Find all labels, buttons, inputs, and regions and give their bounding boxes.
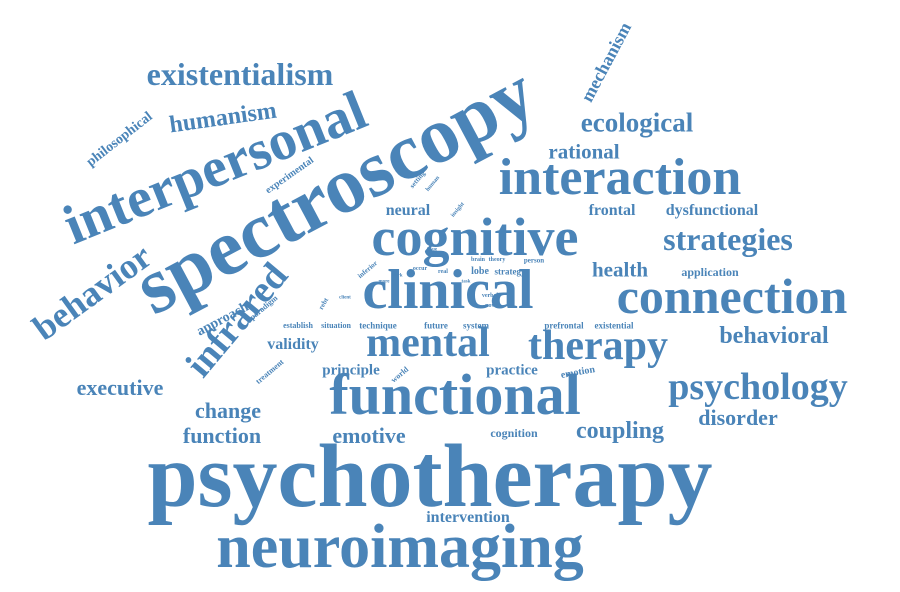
word-change: change [195, 398, 261, 423]
word-theory: theory [488, 257, 506, 263]
word-lobe: lobe [471, 266, 489, 277]
word-therapy: therapy [528, 323, 668, 369]
word-neural: neural [385, 202, 431, 219]
word-interaction: interaction [498, 149, 742, 206]
word-practice: practice [486, 362, 538, 379]
word-health: health [591, 257, 649, 282]
word-real: real [438, 269, 448, 275]
word-task: task [461, 279, 471, 285]
word-executive: executive [76, 375, 164, 400]
word-cognition: cognition [490, 426, 538, 440]
word-behavioral: behavioral [719, 323, 829, 349]
word-system: system [463, 320, 489, 331]
word-validity: validity [267, 336, 319, 353]
word-principle: principle [322, 362, 380, 379]
word-dysfunctional: dysfunctional [665, 202, 759, 219]
word-future: future [424, 320, 448, 331]
word-application: application [681, 265, 739, 279]
word-functional: functional [329, 362, 581, 427]
word-function: function [182, 423, 262, 448]
word-frontal: frontal [588, 202, 636, 219]
word-strategy: strategy [494, 266, 526, 277]
word-situation: situation [321, 321, 351, 330]
word-ecological: ecological [580, 107, 694, 138]
word-disorder: disorder [698, 405, 778, 430]
word-neuroimaging: neuroimaging [216, 513, 584, 581]
word-work: work [391, 273, 403, 279]
word-existential: existential [594, 320, 634, 331]
word-clinical: clinical [362, 259, 534, 321]
word-treatment: treatment [253, 357, 286, 386]
word-prefrontal: prefrontal [544, 320, 584, 331]
word-establish: establish [283, 321, 313, 330]
word-mental: mental [366, 320, 490, 366]
word-psychology: psychology [668, 366, 848, 408]
word-coupling: coupling [575, 418, 665, 444]
word-novel: novel [485, 303, 499, 309]
word-occur: occur [412, 266, 428, 272]
word-connection: connection [616, 268, 848, 324]
word-person: person [523, 256, 545, 265]
word-more: more [378, 279, 390, 285]
word-technique: technique [359, 320, 397, 331]
word-rebt: rebt [317, 296, 331, 312]
word-intervention: intervention [426, 509, 510, 526]
word-rational: rational [548, 139, 620, 164]
word-brain: brain [470, 257, 486, 263]
word-client: client [339, 295, 351, 301]
word-existentialism: existentialism [146, 56, 334, 92]
word-emotive: emotive [332, 423, 406, 448]
word-strategies: strategies [663, 221, 793, 257]
word-mechanism: mechanism [576, 18, 636, 106]
word-behavior: behavior [25, 235, 159, 349]
word-issue: issue [426, 247, 438, 253]
word-cognitive: cognitive [371, 207, 579, 267]
word-verbal: verbal [481, 293, 499, 299]
word-psychotherapy: psychotherapy [147, 427, 713, 526]
word-philosophical: philosophical [83, 109, 156, 170]
